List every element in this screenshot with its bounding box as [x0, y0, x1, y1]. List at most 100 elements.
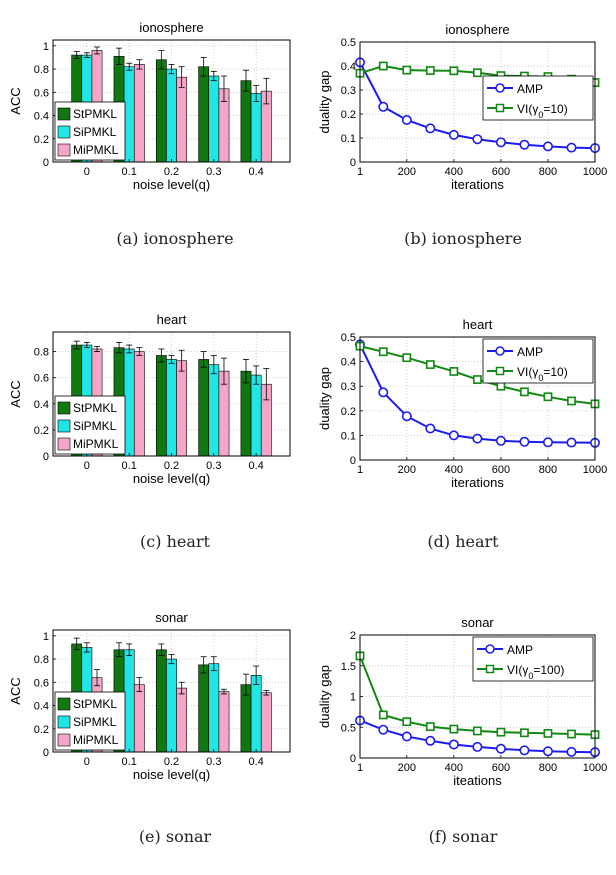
- data-point: [425, 360, 435, 369]
- data-point: [448, 430, 459, 441]
- data-point: [425, 735, 436, 746]
- axes-frame: [52, 39, 291, 163]
- x-tick-label: 1000: [583, 166, 607, 178]
- chart-6: 0 0.5 1 1.5 2 1 200 400 600 800 1000 AMP VI(γ0=100) s…: [317, 615, 607, 846]
- bar: [133, 351, 145, 457]
- legend-marker: [485, 644, 495, 654]
- y-tick-label: 0.5: [341, 722, 356, 734]
- y-tick-label: 0.5: [341, 37, 356, 49]
- data-point: [378, 347, 388, 357]
- subfigure-caption: (f) sonar: [429, 827, 498, 846]
- bar: [240, 80, 252, 163]
- data-point: [378, 61, 388, 71]
- x-tick-label: 600: [492, 464, 510, 476]
- bar: [166, 658, 177, 753]
- y-tick-label: 1.5: [341, 661, 356, 673]
- data-point: [496, 381, 506, 391]
- bar: [133, 684, 145, 753]
- x-tick-label: 0.1: [122, 460, 137, 472]
- y-tick-label: 0.2: [341, 406, 356, 418]
- y-tick-label: 0.8: [34, 654, 49, 666]
- data-point: [448, 129, 459, 140]
- x-tick-label: 200: [398, 464, 416, 476]
- bar: [155, 355, 167, 457]
- bar: [208, 663, 220, 753]
- data-point: [543, 728, 553, 738]
- x-tick-label: 400: [445, 166, 463, 178]
- data-point: [472, 726, 482, 736]
- x-axis-label: noise level(q): [133, 767, 210, 782]
- data-point: [378, 387, 389, 398]
- y-tick-label: 0.2: [341, 109, 356, 121]
- legend-entry: SiPMKL: [73, 419, 117, 433]
- data-point: [496, 727, 506, 737]
- data-point: [566, 437, 577, 448]
- bar: [176, 76, 188, 163]
- y-axis-label: duality gap: [317, 367, 332, 430]
- data-point: [520, 387, 529, 397]
- data-point: [566, 142, 577, 153]
- chart-1: 0 0.2 0.4 0.6 0.8 1 0 0.1 0.2 0.3 0.4 StPMKL SiPMKL M…: [8, 20, 291, 248]
- y-axis-label: duality gap: [317, 71, 332, 134]
- legend-swatch: [57, 143, 71, 157]
- subfigure-caption: (c) heart: [140, 532, 210, 551]
- axes-frame: [52, 331, 291, 457]
- data-point: [542, 141, 553, 152]
- legend-box: [482, 75, 594, 121]
- bar: [198, 66, 210, 163]
- chart-title: sonar: [461, 615, 494, 630]
- axes-frame: [359, 336, 596, 461]
- legend-swatch: [57, 125, 71, 139]
- data-point: [448, 739, 459, 750]
- data-point: [472, 433, 483, 444]
- y-axis-label: ACC: [8, 677, 23, 704]
- y-tick-label: 0.6: [34, 373, 49, 385]
- y-tick-label: 0.5: [341, 332, 356, 344]
- chart-title: heart: [463, 317, 493, 332]
- y-tick-label: 0.3: [341, 85, 356, 97]
- x-tick-label: 200: [398, 166, 416, 178]
- y-tick-label: 0: [350, 753, 356, 765]
- legend-entry: SiPMKL: [73, 715, 117, 729]
- bar: [123, 66, 135, 163]
- x-tick-label: 0.2: [164, 460, 179, 472]
- bar: [155, 649, 167, 753]
- x-tick-label: 800: [539, 166, 557, 178]
- data-point: [449, 724, 459, 734]
- y-tick-label: 0.6: [34, 677, 49, 689]
- y-tick-label: 0.8: [34, 347, 49, 359]
- bar: [176, 687, 188, 753]
- x-tick-label: 0.1: [122, 756, 137, 768]
- y-tick-label: 0: [43, 157, 49, 169]
- bar: [208, 75, 220, 163]
- bar: [208, 364, 220, 457]
- x-tick-label: 1000: [583, 464, 607, 476]
- y-tick-label: 0.2: [34, 425, 49, 437]
- bar: [218, 691, 230, 753]
- x-tick-label: 0.1: [122, 166, 137, 178]
- y-tick-label: 1: [43, 631, 49, 643]
- data-point: [472, 68, 482, 78]
- subfigure-caption: (b) ionosphere: [404, 229, 522, 248]
- y-tick-label: 0.3: [341, 381, 356, 393]
- data-point: [425, 123, 436, 134]
- y-tick-label: 0: [43, 747, 49, 759]
- data-point: [472, 134, 483, 145]
- y-tick-label: 0.2: [34, 134, 49, 146]
- bar: [198, 359, 210, 457]
- bar: [133, 64, 145, 163]
- data-point: [378, 724, 389, 735]
- data-point: [542, 746, 553, 757]
- x-tick-label: 0.2: [164, 166, 179, 178]
- bar: [123, 649, 135, 753]
- subfigure-caption: (e) sonar: [139, 827, 212, 846]
- axes-frame: [359, 634, 596, 759]
- bar: [250, 675, 262, 753]
- y-tick-label: 0: [350, 157, 356, 169]
- bar: [155, 59, 167, 163]
- x-tick-label: 1000: [583, 762, 607, 774]
- data-point: [495, 743, 506, 754]
- x-tick-label: 800: [539, 762, 557, 774]
- data-point: [425, 423, 436, 434]
